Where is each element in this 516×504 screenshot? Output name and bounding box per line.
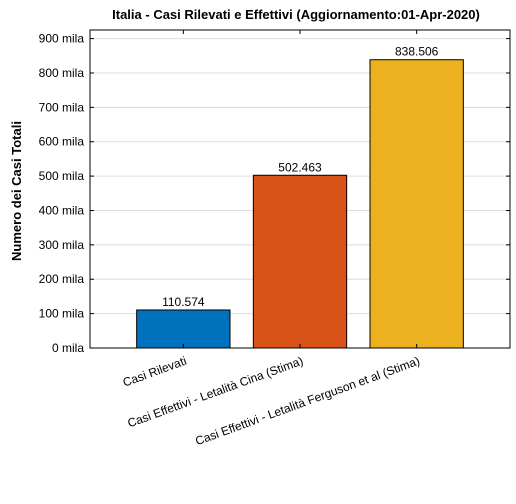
y-tick-label: 700 mila [39,100,85,114]
x-tick-label: Casi Effettivi - Letalità Ferguson et al… [193,354,421,449]
y-tick-label: 200 mila [39,272,85,286]
bar-2 [252,174,348,349]
y-axis-ticks: 0 mila 100 mila 200 mila 300 mila 400 mila 50… [39,32,510,355]
data-label: 502.463 [278,160,322,174]
x-tick-label: Casi Rilevati [121,354,188,390]
y-tick-label: 300 mila [39,238,85,252]
bar-1 [136,309,231,349]
chart-title: Italia - Casi Rilevati e Effettivi (Aggi… [112,7,480,22]
y-tick-label: 0 mila [52,341,84,355]
data-labels: 110.574 502.463 838.506 [162,45,439,309]
y-tick-label: 600 mila [39,135,85,149]
data-label: 110.574 [162,295,205,309]
y-tick-label: 900 mila [39,32,85,46]
y-tick-label: 100 mila [39,307,85,321]
y-tick-label: 800 mila [39,66,85,80]
y-tick-label: 500 mila [39,169,85,183]
y-axis-label: Numero dei Casi Totali [9,121,24,261]
bar-3 [369,59,464,349]
y-tick-label: 400 mila [39,203,85,217]
data-label: 838.506 [395,45,439,59]
